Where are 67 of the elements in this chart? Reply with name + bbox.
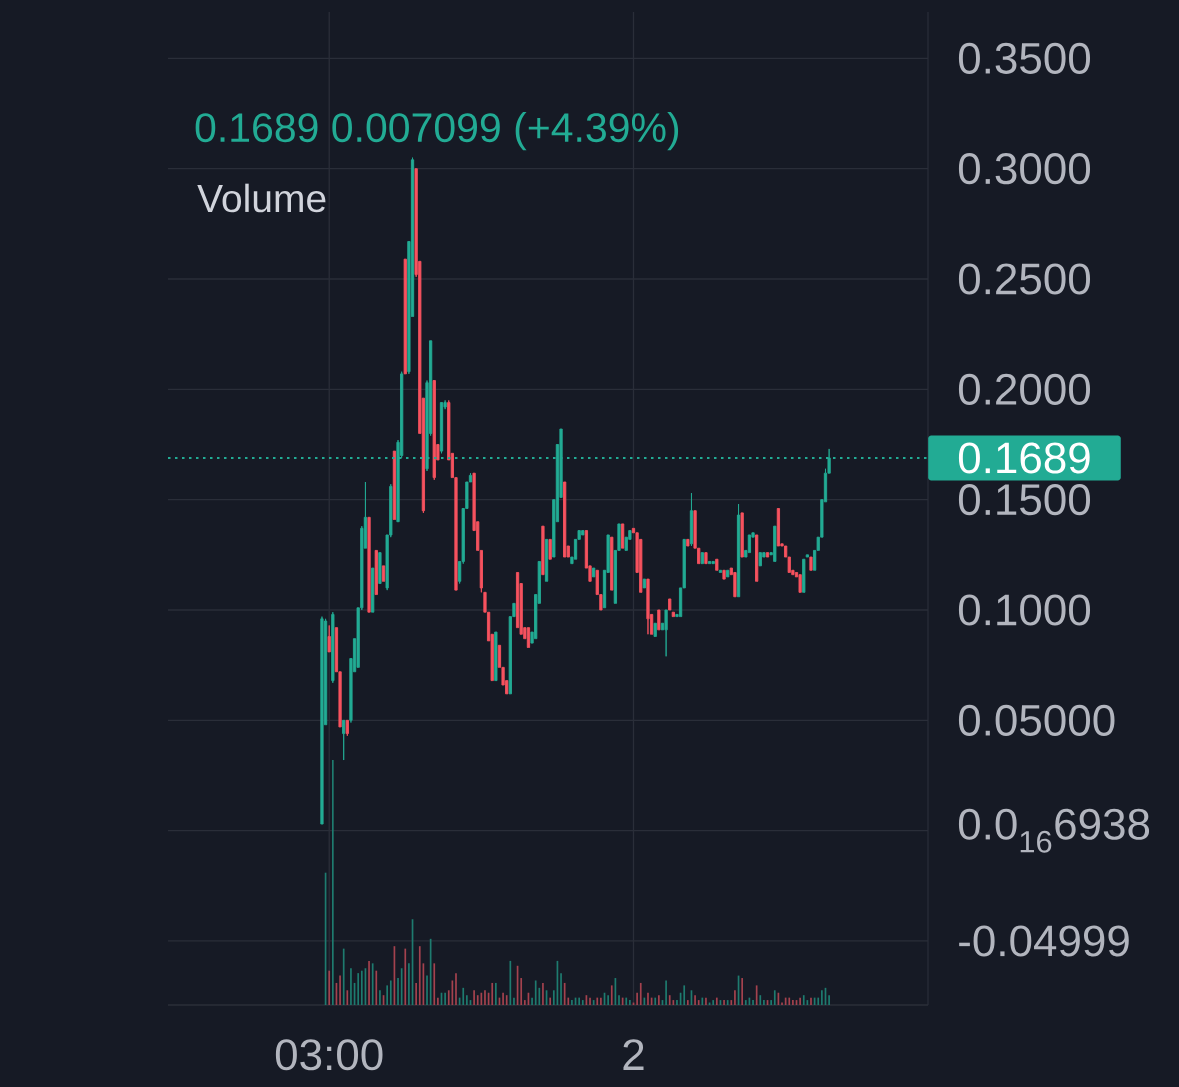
candlestick bbox=[671, 611, 675, 618]
candlestick bbox=[494, 631, 498, 682]
candlestick bbox=[610, 536, 614, 591]
candlestick bbox=[392, 450, 397, 520]
y-tick-label: 0.3000 bbox=[958, 153, 1091, 185]
candlestick bbox=[563, 481, 567, 558]
annotation: 0.1689 0.007099 (+4.39%) bbox=[195, 112, 679, 151]
candlestick bbox=[657, 609, 661, 631]
candlestick bbox=[704, 552, 708, 565]
y-tick-label: 0.1500 bbox=[958, 484, 1091, 516]
candlestick bbox=[747, 534, 752, 554]
candlestick bbox=[802, 558, 806, 593]
y-tick-label: 0.2000 bbox=[958, 373, 1091, 405]
y-tick-label: 0.05000 bbox=[958, 704, 1115, 736]
candlestick bbox=[327, 624, 331, 653]
candlestick bbox=[320, 616, 324, 825]
candlestick bbox=[374, 549, 378, 595]
candlestick bbox=[403, 258, 407, 375]
candlestick bbox=[773, 525, 777, 562]
candlestick bbox=[805, 554, 809, 558]
chart-title: Volume bbox=[197, 183, 326, 213]
y-tick-label: 0.2500 bbox=[958, 263, 1091, 295]
candlestick bbox=[345, 719, 349, 737]
candlestick bbox=[758, 552, 762, 567]
candlestick bbox=[668, 598, 672, 611]
candlestick bbox=[726, 569, 730, 578]
candlestick bbox=[765, 552, 770, 558]
candlestick bbox=[621, 523, 625, 549]
candlestick bbox=[592, 567, 596, 578]
candlestick bbox=[798, 574, 802, 593]
candlestick bbox=[544, 538, 549, 582]
candlestick bbox=[371, 567, 375, 613]
ref-line-label: 0.1689 bbox=[958, 442, 1090, 474]
candlestick bbox=[686, 538, 690, 547]
candlestick bbox=[776, 508, 781, 547]
candlestick bbox=[381, 565, 386, 582]
candlestick bbox=[715, 558, 719, 571]
y-tick-label: 0.0$_{16}$6938 bbox=[958, 808, 1150, 853]
candlestick bbox=[740, 512, 744, 558]
candlestick bbox=[689, 492, 694, 547]
candlestick bbox=[432, 380, 436, 481]
candlestick bbox=[664, 609, 668, 657]
candlestick bbox=[755, 534, 759, 582]
y-tick-label: -0.04999 bbox=[959, 925, 1129, 957]
candlestick bbox=[378, 552, 382, 584]
candlestick bbox=[646, 578, 650, 635]
candlestick bbox=[367, 516, 371, 613]
candlestick bbox=[809, 556, 813, 571]
x-tick-label: 2 bbox=[623, 1039, 644, 1070]
candlestick bbox=[548, 538, 552, 560]
candlestick bbox=[718, 569, 723, 573]
candlestick bbox=[707, 561, 712, 565]
y-tick-label: 0.1000 bbox=[958, 594, 1091, 626]
candlestick bbox=[581, 530, 585, 536]
candlestick bbox=[331, 611, 335, 684]
candlestick bbox=[722, 569, 726, 580]
candlestick bbox=[541, 525, 545, 576]
x-tick-label: 03:00 bbox=[275, 1039, 383, 1071]
candlestick bbox=[526, 627, 531, 648]
y-tick-label: 0.3500 bbox=[958, 42, 1091, 74]
candlestick bbox=[736, 503, 741, 598]
candlestick bbox=[711, 561, 715, 565]
candlestick bbox=[342, 719, 346, 761]
candlestick bbox=[642, 578, 646, 589]
candlestick bbox=[439, 402, 444, 454]
candlestick bbox=[700, 552, 704, 565]
candlestick bbox=[653, 622, 657, 637]
